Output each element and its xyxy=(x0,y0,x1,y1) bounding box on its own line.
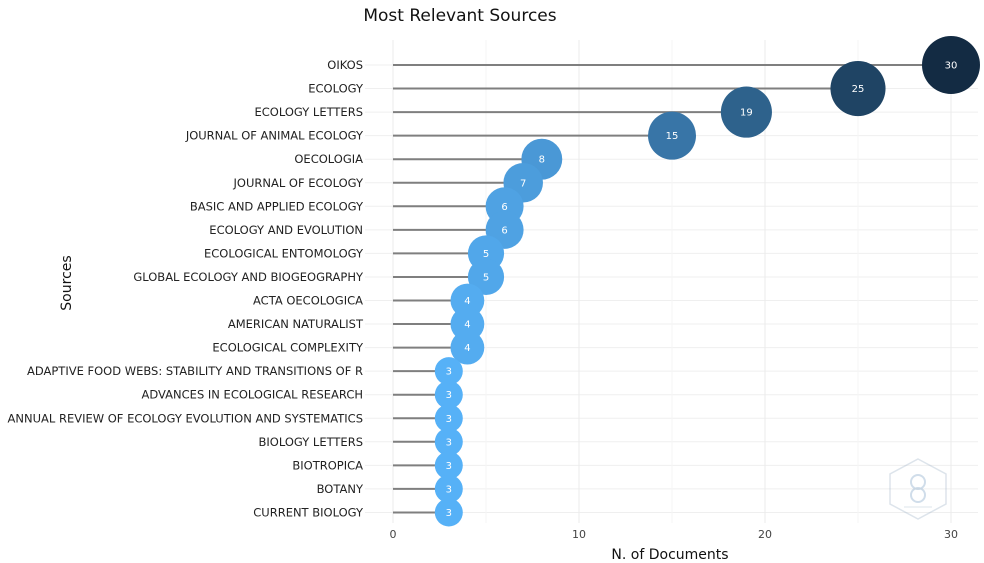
category-label: BOTANY xyxy=(317,482,364,496)
data-point: 4 xyxy=(450,307,485,341)
x-tick-label: 30 xyxy=(944,528,958,541)
data-bubble xyxy=(450,330,485,365)
data-point: 5 xyxy=(467,258,505,296)
data-label: 5 xyxy=(483,249,489,260)
data-point: 3 xyxy=(434,357,463,386)
data-label: 5 xyxy=(483,272,489,283)
data-label: 3 xyxy=(446,508,452,519)
x-tick-label: 10 xyxy=(572,528,586,541)
data-bubble xyxy=(922,36,980,94)
category-label: JOURNAL OF ECOLOGY xyxy=(233,176,364,190)
data-point: 19 xyxy=(720,86,772,138)
data-label: 3 xyxy=(446,484,452,495)
data-point: 3 xyxy=(434,380,463,409)
chart-title: Most Relevant Sources xyxy=(363,6,556,26)
category-label: ANNUAL REVIEW OF ECOLOGY EVOLUTION AND S… xyxy=(8,411,363,425)
category-label: ECOLOGY LETTERS xyxy=(255,105,364,119)
bubbles: 30 25 19 15 8 7 6 6 5 5 4 4 4 3 3 3 3 3 3 3 xyxy=(434,36,980,527)
data-label: 30 xyxy=(945,61,958,72)
category-label: ECOLOGY AND EVOLUTION xyxy=(209,223,363,237)
y-axis-title: Sources xyxy=(59,255,75,310)
category-label: OIKOS xyxy=(327,58,363,72)
data-bubble xyxy=(434,404,463,433)
category-label: BIOLOGY LETTERS xyxy=(259,435,363,449)
category-label: GLOBAL ECOLOGY AND BIOGEOGRAPHY xyxy=(133,270,364,284)
data-bubble xyxy=(434,380,463,409)
data-label: 6 xyxy=(501,225,507,236)
data-point: 30 xyxy=(922,36,980,94)
data-label: 3 xyxy=(446,390,452,401)
category-label: ADAPTIVE FOOD WEBS: STABILITY AND TRANSI… xyxy=(27,364,363,378)
data-bubble xyxy=(720,86,772,138)
data-label: 4 xyxy=(464,320,470,331)
data-bubble xyxy=(450,283,485,318)
data-bubble xyxy=(434,357,463,386)
category-label: BASIC AND APPLIED ECOLOGY xyxy=(190,199,364,213)
data-label: 6 xyxy=(501,202,507,213)
data-label: 3 xyxy=(446,414,452,425)
data-bubble xyxy=(467,258,505,296)
data-bubble xyxy=(434,498,463,527)
data-label: 7 xyxy=(520,178,526,189)
category-label: OECOLOGIA xyxy=(294,152,363,166)
category-label: ECOLOGICAL COMPLEXITY xyxy=(212,341,364,355)
data-bubble xyxy=(434,451,463,480)
data-bubble xyxy=(830,61,886,117)
data-label: 4 xyxy=(464,296,470,307)
category-label: BIOTROPICA xyxy=(292,458,363,472)
x-tick-label: 0 xyxy=(390,528,397,541)
data-label: 3 xyxy=(446,461,452,472)
x-axis-title: N. of Documents xyxy=(611,547,728,563)
data-point: 3 xyxy=(434,451,463,480)
data-point: 4 xyxy=(450,283,485,318)
data-point: 3 xyxy=(434,404,463,433)
category-label: ECOLOGY xyxy=(308,82,364,96)
data-bubble xyxy=(434,427,463,456)
category-label: ECOLOGICAL ENTOMOLOGY xyxy=(204,246,364,260)
data-label: 19 xyxy=(740,108,753,119)
data-bubble xyxy=(434,474,463,503)
data-point: 25 xyxy=(830,61,886,117)
data-point: 3 xyxy=(434,474,463,503)
x-tick-label: 20 xyxy=(758,528,772,541)
data-point: 15 xyxy=(648,111,696,160)
data-point: 3 xyxy=(434,427,463,456)
x-axis-ticks: 0 10 20 30 xyxy=(390,528,959,541)
data-label: 8 xyxy=(539,155,545,166)
category-label: ADVANCES IN ECOLOGICAL RESEARCH xyxy=(142,388,363,402)
data-point: 4 xyxy=(450,330,485,365)
data-label: 3 xyxy=(446,367,452,378)
category-label: CURRENT BIOLOGY xyxy=(253,505,364,519)
category-label: AMERICAN NATURALIST xyxy=(228,317,364,331)
data-bubble xyxy=(450,307,485,341)
bibliometrix-logo-icon xyxy=(889,458,947,520)
data-label: 15 xyxy=(666,131,679,142)
data-label: 25 xyxy=(852,84,865,95)
data-bubble xyxy=(648,111,696,160)
category-label: ACTA OECOLOGICA xyxy=(253,294,363,308)
category-label: JOURNAL OF ANIMAL ECOLOGY xyxy=(185,129,364,143)
data-label: 3 xyxy=(446,437,452,448)
data-point: 3 xyxy=(434,498,463,527)
data-label: 4 xyxy=(464,343,470,354)
category-labels: OIKOS ECOLOGY ECOLOGY LETTERS JOURNAL OF AN… xyxy=(8,58,364,519)
